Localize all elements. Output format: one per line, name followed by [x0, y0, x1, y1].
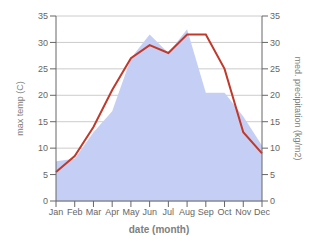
svg-text:Oct: Oct [218, 207, 233, 217]
svg-text:Feb: Feb [67, 207, 83, 217]
svg-text:Dec: Dec [254, 207, 271, 217]
svg-text:10: 10 [270, 143, 280, 153]
svg-text:Nov: Nov [235, 207, 252, 217]
svg-text:30: 30 [38, 38, 48, 48]
svg-text:5: 5 [270, 170, 275, 180]
svg-text:30: 30 [270, 38, 280, 48]
svg-text:max temp (C): max temp (C) [15, 81, 25, 136]
svg-text:20: 20 [38, 90, 48, 100]
svg-text:20: 20 [270, 90, 280, 100]
svg-text:Aug: Aug [179, 207, 195, 217]
svg-text:10: 10 [38, 143, 48, 153]
svg-text:15: 15 [270, 117, 280, 127]
svg-text:med. precipitation (kg/m2): med. precipitation (kg/m2) [293, 56, 303, 160]
svg-text:Jun: Jun [142, 207, 157, 217]
svg-text:35: 35 [270, 11, 280, 21]
svg-text:date (month): date (month) [129, 224, 190, 235]
svg-text:0: 0 [43, 196, 48, 206]
svg-text:Apr: Apr [105, 207, 119, 217]
svg-text:5: 5 [43, 170, 48, 180]
svg-text:0: 0 [270, 196, 275, 206]
svg-text:Sep: Sep [198, 207, 214, 217]
svg-text:May: May [122, 207, 140, 217]
svg-text:Jul: Jul [163, 207, 175, 217]
svg-text:Jan: Jan [49, 207, 64, 217]
svg-text:35: 35 [38, 11, 48, 21]
svg-text:15: 15 [38, 117, 48, 127]
svg-text:Mar: Mar [86, 207, 102, 217]
svg-text:25: 25 [270, 64, 280, 74]
svg-text:25: 25 [38, 64, 48, 74]
